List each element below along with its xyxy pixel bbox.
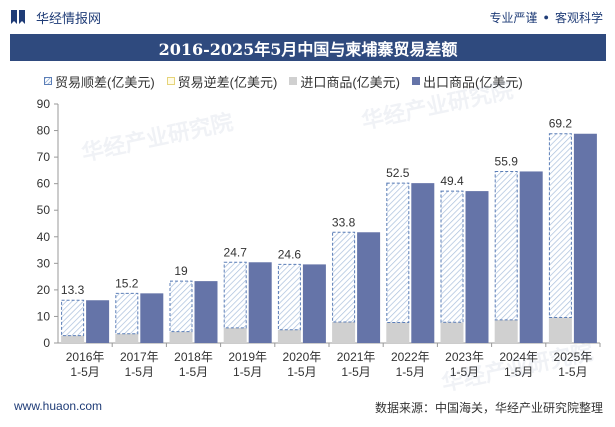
footer-website[interactable]: www.huaon.com — [14, 399, 103, 413]
slogan-right: 客观科学 — [554, 10, 603, 25]
data-label-surplus: 19 — [174, 264, 188, 278]
bar-import — [332, 322, 356, 343]
x-tick-label: 1-5月 — [125, 365, 154, 379]
bar-import — [440, 322, 464, 343]
bar-import — [494, 319, 518, 343]
slogan-dot-icon: ● — [543, 12, 549, 22]
x-tick-label: 2021年 — [337, 350, 376, 364]
bar-export — [248, 262, 272, 343]
bar-import — [386, 322, 410, 343]
legend-swatch-export-icon — [412, 77, 421, 85]
legend-label-deficit: 贸易逆差(亿美元) — [177, 74, 278, 90]
data-label-surplus: 15.2 — [115, 276, 139, 290]
bar-import — [277, 329, 301, 343]
legend-label-import: 进口商品(亿美元) — [300, 74, 401, 90]
bar-export — [194, 281, 218, 343]
y-tick-label: 70 — [37, 150, 51, 164]
bar-surplus — [115, 292, 139, 335]
slogan-left: 专业严谨 — [489, 10, 538, 25]
data-label-surplus: 13.3 — [61, 283, 85, 297]
x-tick-label: 1-5月 — [558, 365, 587, 379]
y-tick-label: 0 — [43, 336, 50, 350]
bar-surplus — [548, 133, 572, 319]
x-tick-label: 2025年 — [554, 350, 593, 364]
legend-item-surplus: 贸易顺差(亿美元) — [44, 72, 155, 91]
chart-legend: 贸易顺差(亿美元) 贸易逆差(亿美元) 进口商品(亿美元) 出口商品(亿美元) — [44, 72, 535, 90]
x-tick-label: 1-5月 — [450, 365, 479, 379]
data-label-surplus: 24.7 — [224, 245, 248, 259]
y-tick-label: 60 — [37, 177, 51, 191]
x-tick-label: 1-5月 — [341, 365, 370, 379]
y-tick-label: 50 — [37, 203, 51, 217]
data-label-surplus: 52.5 — [386, 166, 410, 180]
x-tick-label: 1-5月 — [504, 365, 533, 379]
y-tick-label: 90 — [37, 97, 51, 111]
legend-item-deficit: 贸易逆差(亿美元) — [166, 72, 278, 91]
legend-swatch-surplus-icon — [44, 77, 52, 85]
legend-swatch-deficit-icon — [166, 77, 175, 85]
bar-surplus — [494, 170, 518, 321]
legend-item-export: 出口商品(亿美元) — [412, 72, 523, 91]
data-label-surplus: 55.9 — [495, 154, 519, 168]
x-tick-label: 1-5月 — [179, 365, 208, 379]
bar-import — [115, 333, 139, 343]
chart-title: 2016-2025年5月中国与柬埔寨贸易差额 — [10, 34, 606, 61]
bar-export — [411, 183, 435, 343]
y-tick-label: 10 — [37, 309, 51, 323]
brand-name: 华经情报网 — [36, 10, 102, 26]
x-tick-label: 1-5月 — [233, 365, 262, 379]
slogan: 专业严谨 ● 客观科学 — [490, 9, 603, 26]
x-tick-label: 2017年 — [120, 350, 159, 364]
legend-label-surplus: 贸易顺差(亿美元) — [55, 74, 155, 90]
footer-source: 数据来源：中国海关，华经产业研究院整理 — [374, 401, 603, 415]
bar-surplus — [169, 280, 193, 333]
x-tick-label: 1-5月 — [396, 365, 425, 379]
data-label-surplus: 24.6 — [278, 247, 302, 261]
bar-surplus — [223, 261, 247, 329]
brand[interactable]: 华经情报网 — [10, 8, 101, 27]
bar-export — [573, 133, 597, 343]
bar-chart: 010203040506070809013.32016年1-5月15.22017… — [37, 97, 601, 379]
bar-export — [86, 300, 110, 343]
x-tick-label: 2022年 — [391, 350, 430, 364]
bar-import — [169, 331, 193, 343]
x-tick-label: 1-5月 — [287, 365, 316, 379]
x-tick-label: 2023年 — [445, 350, 484, 364]
bar-surplus — [332, 231, 356, 323]
x-tick-label: 1-5月 — [70, 365, 99, 379]
bar-import — [548, 317, 572, 343]
x-tick-label: 2016年 — [66, 350, 105, 364]
x-tick-label: 2019年 — [228, 350, 267, 364]
bookmark-logo-icon — [11, 10, 25, 24]
y-tick-label: 30 — [37, 256, 51, 270]
top-bar: 华经情报网 专业严谨 ● 客观科学 — [0, 0, 615, 34]
bar-export — [357, 232, 381, 343]
y-tick-label: 80 — [37, 124, 51, 138]
x-tick-label: 2020年 — [283, 350, 322, 364]
bar-export — [519, 171, 543, 343]
data-label-surplus: 69.2 — [549, 117, 573, 131]
bar-export — [465, 191, 489, 343]
data-label-surplus: 49.4 — [440, 174, 464, 188]
data-label-surplus: 33.8 — [332, 215, 356, 229]
x-tick-label: 2018年 — [174, 350, 213, 364]
legend-item-import: 进口商品(亿美元) — [289, 72, 400, 91]
bar-surplus — [61, 299, 85, 337]
bar-import — [223, 327, 247, 343]
bar-surplus — [277, 263, 301, 331]
bar-surplus — [440, 190, 464, 323]
legend-label-export: 出口商品(亿美元) — [423, 74, 523, 90]
x-tick-label: 2024年 — [499, 350, 538, 364]
bar-export — [302, 264, 326, 343]
y-tick-label: 20 — [37, 283, 51, 297]
bar-import — [61, 335, 85, 343]
legend-swatch-import-icon — [289, 77, 298, 85]
bar-export — [140, 293, 164, 343]
y-tick-label: 40 — [37, 230, 51, 244]
bar-surplus — [386, 182, 410, 324]
